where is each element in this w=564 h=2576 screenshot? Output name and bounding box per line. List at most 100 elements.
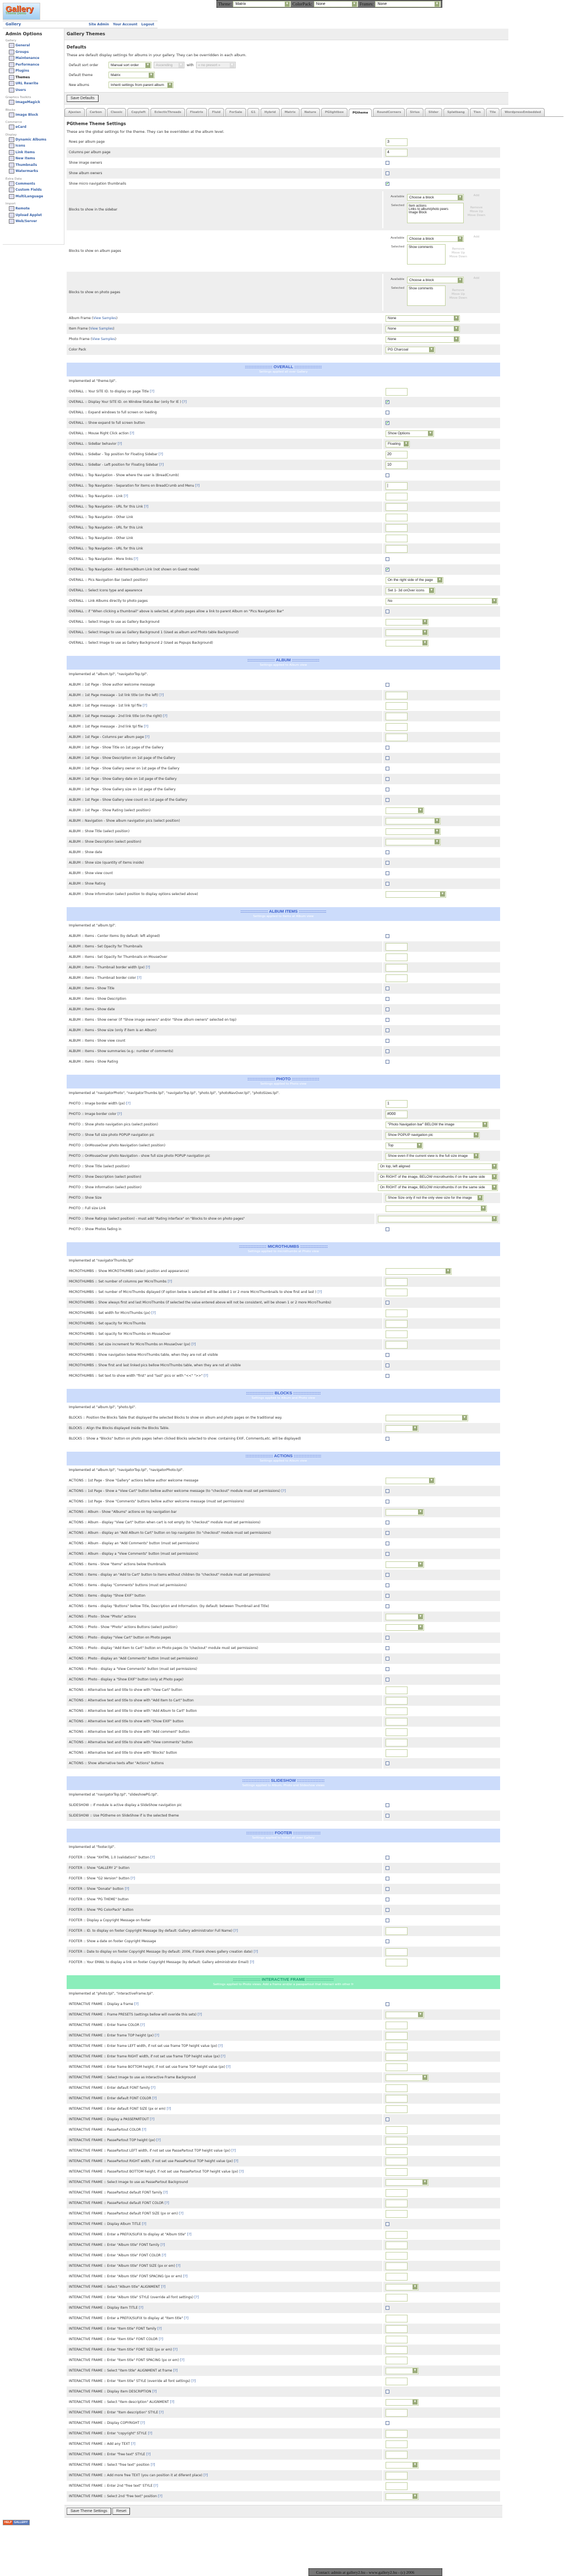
select-dropdown[interactable]: ▼ [386, 639, 429, 646]
text-input[interactable] [386, 953, 408, 961]
checkbox[interactable] [386, 1856, 389, 1860]
checkbox[interactable] [386, 1489, 389, 1493]
select-dropdown[interactable]: ▼ [386, 828, 441, 835]
help-link[interactable]: [?] [166, 2106, 171, 2111]
checkbox[interactable] [386, 798, 389, 802]
block-down-button[interactable]: Move Down [467, 214, 486, 217]
select-dropdown[interactable]: Show POPUP navigation pic ▼ [386, 1131, 480, 1139]
sidebar-item-general[interactable]: General [6, 42, 64, 49]
text-input[interactable] [386, 534, 408, 542]
breadcrumb-gallery-link[interactable]: Gallery [6, 22, 21, 26]
sidebar-item-maintenance[interactable]: Maintenance [6, 55, 64, 62]
help-link[interactable]: [?] [150, 2117, 155, 2121]
select-dropdown[interactable]: ▼ [386, 2461, 419, 2469]
tab-carbon[interactable]: Carbon [85, 108, 106, 116]
select-dropdown[interactable]: Show even if the current view is the ful… [386, 1152, 480, 1160]
theme-select[interactable]: Matrix ▼ [233, 1, 291, 7]
checkbox[interactable] [386, 1939, 389, 1943]
help-link[interactable]: [?] [159, 2337, 164, 2341]
select-dropdown[interactable]: ▼ [386, 2493, 419, 2500]
text-input[interactable] [386, 1330, 408, 1338]
checkbox[interactable] [386, 1877, 389, 1880]
block-down-button[interactable]: Move Down [449, 255, 468, 258]
help-link[interactable]: [?] [167, 1279, 172, 1284]
sidebar-item-link-items[interactable]: Link Items [6, 149, 64, 156]
help-link[interactable]: [?] [150, 389, 155, 394]
text-input[interactable] [386, 2094, 408, 2103]
frames-select[interactable]: None ▼ [375, 1, 441, 7]
reset-button[interactable]: Reset [112, 2508, 131, 2515]
choose-block-select[interactable]: Choose a block ▼ [407, 194, 464, 201]
new-albums-select[interactable]: Inherit settings from parent album ▼ [109, 82, 173, 88]
select-dropdown[interactable]: Top ▼ [386, 1142, 423, 1149]
sidebar-item-new-items[interactable]: New Items [6, 155, 64, 162]
select-dropdown[interactable]: "Photo Navigation bar" BELOW the image ▼ [386, 1121, 489, 1128]
tab-tien[interactable]: Tien [469, 108, 485, 116]
checkbox[interactable] [386, 1039, 389, 1043]
checkbox[interactable] [386, 1500, 389, 1503]
select-dropdown[interactable]: PG Charcoal ▼ [386, 346, 435, 353]
default-theme-select[interactable]: Matrix ▼ [109, 72, 155, 78]
text-input[interactable] [386, 2063, 408, 2071]
tab-pgtheme[interactable]: PGtheme [349, 109, 372, 117]
select-dropdown[interactable]: Floating ▼ [386, 440, 410, 448]
block-remove-button[interactable]: Remove [452, 247, 465, 251]
help-link[interactable]: [?] [317, 1290, 322, 1294]
select-dropdown[interactable]: ▼ [386, 2011, 424, 2018]
tab-tile[interactable]: Tile [485, 108, 500, 116]
help-link[interactable]: [?] [221, 2054, 225, 2058]
help-link[interactable]: [?] [140, 2421, 145, 2425]
text-input[interactable] [386, 2346, 408, 2354]
block-remove-button[interactable]: Remove [452, 289, 465, 292]
text-input[interactable] [386, 2157, 408, 2165]
tab-splatbang[interactable]: Splatbang [443, 108, 469, 116]
checkbox[interactable] [386, 1049, 389, 1053]
sidebar-item-icons[interactable]: Icons [6, 143, 64, 149]
checkbox[interactable] [386, 987, 389, 990]
tab-roundcorners[interactable]: RoundCorners [373, 108, 405, 116]
text-input[interactable] [386, 2084, 408, 2092]
select-dropdown[interactable]: No ▼ [386, 597, 498, 605]
text-input[interactable]: 10 [386, 461, 408, 469]
sidebar-item-dynamic-albums[interactable]: Dynamic Albums [6, 137, 64, 143]
text-input[interactable] [386, 1948, 408, 1956]
help-link[interactable]: [?] [159, 2410, 164, 2415]
help-link[interactable]: [?] [194, 2295, 199, 2299]
checkbox[interactable] [386, 2421, 389, 2425]
block-down-button[interactable]: Move Down [449, 297, 468, 300]
select-dropdown[interactable]: ▼ [386, 2283, 419, 2291]
selected-blocks-list[interactable]: Item actions Links to album/photo peers … [407, 203, 464, 223]
text-input[interactable]: 1 [386, 1100, 408, 1108]
text-input[interactable] [386, 1278, 408, 1286]
checkbox[interactable] [386, 1028, 389, 1032]
checkbox[interactable] [386, 2306, 389, 2310]
tab-forsale[interactable]: ForSale [225, 108, 246, 116]
help-link[interactable]: [?] [151, 2085, 155, 2090]
tab-g1[interactable]: G1 [247, 108, 260, 116]
checkbox[interactable] [386, 1521, 389, 1524]
help-link[interactable]: [?] [281, 1489, 286, 1493]
help-link[interactable]: [?] [150, 1855, 155, 1860]
checkbox[interactable] [386, 1364, 389, 1367]
text-input[interactable] [386, 513, 408, 521]
text-input[interactable]: #000 [386, 1110, 408, 1118]
help-link[interactable]: [?] [161, 2253, 166, 2257]
select-dropdown[interactable]: ▼ [386, 2179, 429, 2186]
text-input[interactable] [386, 2147, 408, 2155]
site-admin-link[interactable]: Site Admin [89, 23, 109, 26]
help-link[interactable]: [?] [157, 2326, 162, 2331]
text-input[interactable] [386, 2429, 408, 2438]
checkbox[interactable] [386, 1604, 389, 1608]
select-dropdown[interactable]: On RIGHT of the image, BELOW microthumbs… [378, 1173, 498, 1181]
checkbox[interactable] [386, 777, 389, 781]
sidebar-item-remote[interactable]: Remote [6, 206, 64, 212]
checkbox[interactable] [386, 1542, 389, 1545]
checkbox[interactable] [386, 1060, 389, 1064]
checkbox[interactable] [386, 1646, 389, 1650]
text-input[interactable] [386, 2042, 408, 2050]
select-dropdown[interactable]: ▼ [386, 2367, 419, 2374]
select-dropdown[interactable]: None ▼ [386, 315, 460, 322]
help-link[interactable]: [?] [159, 693, 164, 697]
text-input[interactable] [386, 2325, 408, 2333]
add-block-button[interactable]: Add [473, 277, 480, 280]
